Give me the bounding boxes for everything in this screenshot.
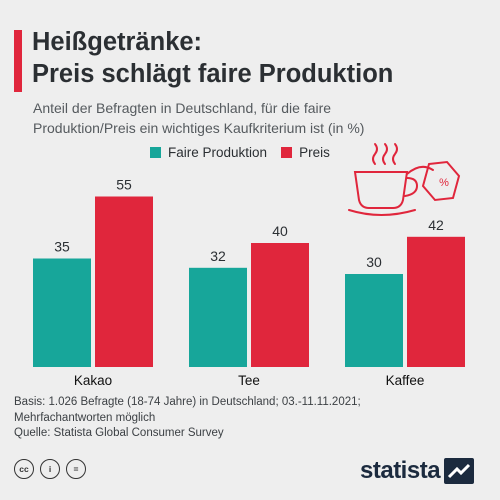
bar-kakao-faire-produktion (33, 258, 91, 367)
page-title: Heißgetränke: Preis schlägt faire Produk… (32, 26, 482, 90)
legend-swatch-faire-produktion (150, 147, 161, 158)
cc-icon: cc (14, 459, 34, 479)
statista-logo-icon (444, 458, 475, 484)
data-label-kakao-preis: 55 (116, 177, 132, 193)
category-label-kakao: Kakao (74, 373, 112, 388)
category-label-kaffee: Kaffee (386, 373, 425, 388)
data-label-kaffee-faire-produktion: 30 (366, 254, 382, 270)
footnote-line-2: Mehrfachantworten möglich (14, 411, 156, 424)
data-label-kaffee-preis: 42 (428, 217, 444, 233)
data-label-tee-preis: 40 (272, 223, 288, 239)
brand-name: statista (360, 457, 441, 484)
subtitle-line-2: Produktion/Preis ein wichtiges Kaufkrite… (33, 119, 365, 136)
bar-kakao-preis (95, 196, 153, 367)
bar-tee-preis (251, 243, 309, 367)
chart-legend: Faire Produktion Preis (150, 145, 344, 160)
data-label-kakao-faire-produktion: 35 (54, 239, 70, 255)
footnote: Basis: 1.026 Befragte (18-74 Jahre) in D… (14, 395, 484, 442)
bar-kaffee-preis (407, 236, 465, 367)
coffee-cup-price-tag-icon: % (348, 143, 461, 216)
source-line: Quelle: Statista Global Consumer Survey (14, 427, 224, 439)
equals-icon: = (66, 459, 86, 479)
legend-label-faire-produktion: Faire Produktion (168, 145, 268, 160)
bar-kaffee-faire-produktion (345, 274, 403, 367)
footnote-line-1: Basis: 1.026 Befragte (18-74 Jahre) in D… (14, 396, 361, 408)
legend-label-preis: Preis (299, 145, 330, 160)
license-icons: cc i = (14, 459, 92, 479)
data-label-tee-faire-produktion: 32 (210, 248, 226, 264)
person-icon: i (40, 459, 60, 479)
bar-tee-faire-produktion (189, 267, 247, 367)
price-tag-label: % (439, 177, 449, 189)
title-line-1: Heißgetränke: (32, 28, 203, 56)
title-accent-bar (14, 30, 22, 92)
legend-item-faire-produktion: Faire Produktion (150, 145, 267, 160)
legend-item-preis: Preis (281, 145, 330, 160)
subtitle-line-1: Anteil der Befragten in Deutschland, für… (33, 100, 332, 116)
statista-brand: statista (360, 457, 475, 485)
legend-swatch-preis (281, 147, 293, 158)
title-line-2: Preis schlägt faire Produktion (32, 60, 394, 88)
category-label-tee: Tee (238, 373, 260, 388)
subtitle: Anteil der Befragten in Deutschland, für… (33, 99, 483, 138)
